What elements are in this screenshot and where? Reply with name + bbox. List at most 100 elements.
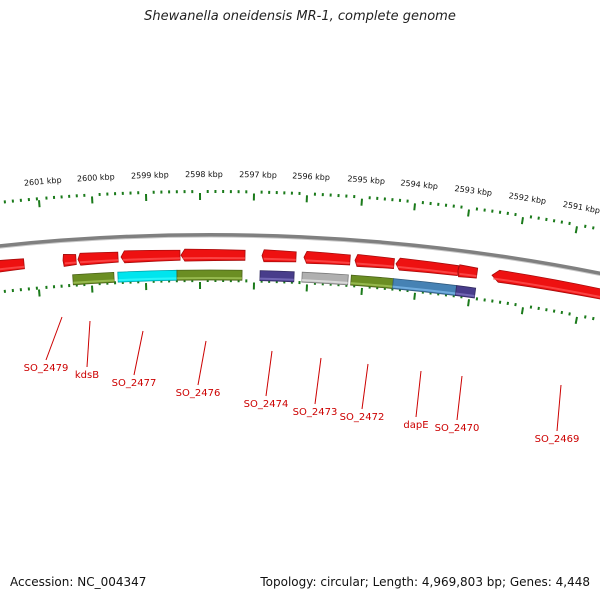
outer-major-tick	[413, 203, 416, 211]
inner-minor-tick	[584, 315, 587, 319]
cog-shade	[259, 277, 294, 281]
callout-label: SO_2472	[340, 412, 385, 423]
gene-callout: SO_2470	[435, 375, 480, 434]
callout-label: SO_2473	[293, 407, 338, 418]
gene-shade	[397, 265, 458, 275]
gene-feature	[261, 249, 297, 263]
gene-feature	[0, 258, 25, 273]
gene-arrow	[0, 258, 25, 273]
inner-minor-tick	[568, 312, 571, 316]
backbone	[0, 233, 600, 277]
outer-major-tick	[574, 226, 578, 234]
scale-label: 2595 kbp	[347, 174, 385, 186]
gene-features	[0, 248, 600, 300]
callout-line	[556, 384, 562, 432]
inner-minor-tick	[552, 309, 556, 313]
gene-arrow	[180, 248, 246, 262]
scale-label: 2591 kbp	[562, 200, 600, 216]
cog-shade	[455, 292, 475, 298]
inner-major-tick	[360, 287, 363, 295]
backbone-arc	[0, 233, 600, 276]
gene-feature	[354, 254, 395, 269]
gene-feature	[117, 269, 178, 283]
gene-shade	[356, 262, 394, 268]
inner-major-tick	[413, 292, 416, 300]
gene-arrow	[62, 254, 77, 267]
callout-line	[86, 320, 91, 368]
inner-major-tick	[520, 307, 524, 315]
scale-label: 2598 kbp	[185, 170, 223, 179]
scale-label: 2593 kbp	[454, 184, 493, 198]
inner-minor-tick	[545, 308, 548, 312]
callout-line	[265, 350, 273, 397]
outer-major-tick	[520, 217, 524, 225]
gene-shade	[0, 265, 25, 271]
gene-callout: dapE	[403, 370, 429, 431]
scale-ticks: 2601 kbp 2600 kbp 2599 kbp 2598 kbp 2597 kbp…	[3, 170, 600, 324]
scale-label: 2601 kbp	[24, 176, 62, 188]
callout-label: SO_2470	[435, 423, 480, 434]
gene-shade	[305, 259, 350, 264]
accession-label: Accession: NC_004347	[10, 575, 147, 589]
inner-major-tick	[574, 316, 578, 324]
callout-line	[456, 375, 463, 421]
callout-line	[361, 363, 369, 410]
gene-feature	[301, 271, 349, 286]
callout-label: SO_2477	[112, 378, 157, 389]
callout-line	[415, 370, 422, 418]
gene-callout: SO_2477	[112, 330, 157, 389]
backbone-highlight	[0, 236, 600, 277]
gene-shade	[263, 257, 296, 261]
topology-label: Topology: circular; Length: 4,969,803 bp…	[260, 575, 590, 589]
gene-callout: SO_2469	[535, 384, 580, 445]
gene-shade	[493, 277, 600, 298]
inner-major-tick	[38, 289, 41, 297]
gene-arrow	[120, 249, 181, 264]
cog-shade	[301, 279, 348, 284]
gene-callout: SO_2476	[176, 340, 221, 399]
callout-label: SO_2474	[244, 399, 289, 410]
gene-feature	[303, 250, 351, 266]
gene-feature	[62, 254, 77, 267]
callout-line	[197, 340, 207, 386]
callout-label: SO_2476	[176, 388, 221, 399]
gene-callout: SO_2473	[293, 357, 338, 418]
scale-label: 2600 kbp	[77, 172, 115, 183]
gene-callout: SO_2472	[340, 363, 385, 423]
inner-minor-tick	[537, 306, 540, 311]
callout-label: SO_2469	[535, 434, 580, 445]
gene-callout: SO_2474	[244, 350, 289, 410]
gene-shade	[459, 272, 477, 278]
gene-feature	[395, 257, 460, 277]
outer-minor-tick	[552, 219, 556, 223]
inner-minor-tick	[560, 310, 564, 315]
gene-feature	[350, 274, 394, 289]
scale-label: 2596 kbp	[292, 171, 330, 182]
scale-label: 2599 kbp	[131, 170, 169, 180]
scale-label: 2594 kbp	[400, 178, 438, 191]
gene-feature	[457, 264, 479, 279]
gene-shade	[79, 259, 119, 264]
outer-minor-tick	[592, 226, 595, 230]
map-title: Shewanella oneidensis MR-1, complete gen…	[144, 9, 456, 24]
gene-feature	[176, 269, 243, 281]
callout-label: dapE	[403, 420, 428, 431]
callout-label: SO_2479	[24, 363, 69, 374]
outer-major-tick	[360, 198, 363, 206]
outer-major-tick	[38, 200, 41, 208]
gene-feature	[392, 278, 458, 296]
callout-line	[133, 330, 144, 376]
outer-major-tick	[467, 209, 470, 217]
gene-feature	[120, 249, 181, 264]
scale-label: 2597 kbp	[239, 170, 277, 180]
callout-label: kdsB	[75, 370, 99, 381]
callout-line	[314, 357, 322, 405]
gene-arrow	[491, 269, 600, 300]
gene-callout: SO_2479	[24, 316, 69, 374]
gene-feature	[72, 271, 115, 286]
gene-feature	[259, 270, 295, 283]
scale-label: 2592 kbp	[508, 191, 547, 206]
outer-minor-tick	[584, 224, 587, 228]
